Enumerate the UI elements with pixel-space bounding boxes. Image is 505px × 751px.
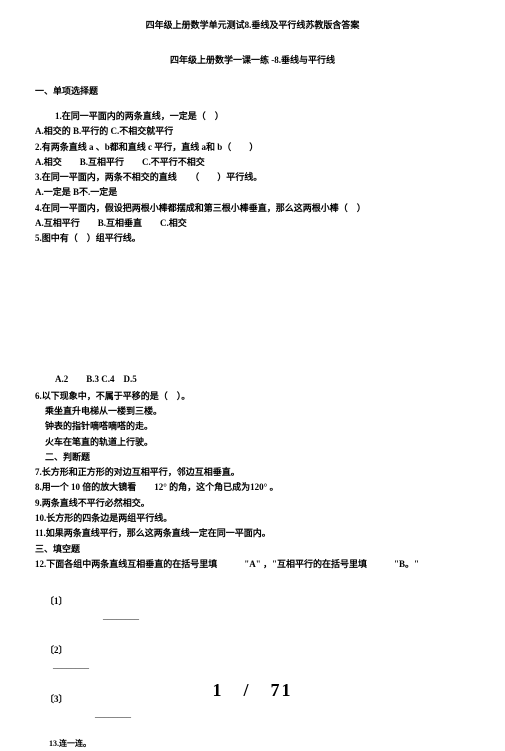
section-heading-3: 三、填空题 bbox=[35, 542, 470, 557]
sub-item-3-blank: ________ bbox=[95, 709, 131, 719]
question-11: 11.如果两条直线平行，那么这两条直线一定在同一平面内。 bbox=[35, 526, 470, 541]
question-6-opt-a: 乘坐直升电梯从一楼到三楼。 bbox=[45, 404, 470, 419]
question-3-line1: 3.在同一平面内，两条不相交的直线 （ ）平行线。 bbox=[35, 170, 470, 185]
question-1-line1: 1.在同一平面内的两条直线，一定是（ ） bbox=[55, 109, 470, 124]
page-number: 1 / 71 bbox=[0, 676, 505, 702]
question-8: 8.用一个 10 倍的放大镜看 12° 的角，这个角已成为120° 。 bbox=[35, 480, 470, 495]
question-6-opt-b: 钟表的指针嘀嗒嘀嗒的走。 bbox=[45, 419, 470, 434]
question-6-opt-c: 火车在笔直的轨道上行驶。 bbox=[45, 435, 470, 450]
question-9: 9.两条直线不平行必然相交。 bbox=[35, 496, 470, 511]
question-12: 12.下面各组中两条直线互相垂直的在括号里填 "A" ，"互相平行的在括号里填 … bbox=[35, 557, 470, 572]
question-7: 7.长方形和正方形的对边互相平行，邻边互相垂直。 bbox=[35, 465, 470, 480]
question-2-line2: A.相交 B.互相平行 C.不平行不相交 bbox=[35, 155, 470, 170]
question-6: 6.以下现象中，不属于平移的是（ ）。 bbox=[35, 389, 470, 404]
question-5-line1: 5.图中有（ ）组平行线。 bbox=[35, 231, 470, 246]
page-header: 四年级上册数学单元测试8.垂线及平行线苏教版含答案 bbox=[35, 18, 470, 31]
section-heading-1: 一、单项选择题 bbox=[35, 84, 470, 97]
question-4-line1: 4.在同一平面内，假设把两根小棒都摆成和第三根小棒垂直，那么这两根小棒（ ） bbox=[35, 201, 470, 216]
document-title: 四年级上册数学一课一练 -8.垂线与平行线 bbox=[35, 53, 470, 66]
section-heading-2: 二、判断题 bbox=[45, 450, 470, 465]
sub-item-2: 〔2〕 bbox=[45, 643, 470, 656]
question-block: 1.在同一平面内的两条直线，一定是（ ） A.相交的 B.平行的 C.不相交就平… bbox=[35, 109, 470, 247]
question-10: 10.长方形的四条边是两组平行线。 bbox=[35, 511, 470, 526]
sub-item-2-blank: ________ bbox=[53, 660, 470, 670]
question-2-line1: 2.有两条直线 a 、b都和直线 c 平行，直线 a和 b（ ） bbox=[35, 140, 470, 155]
document-page: 四年级上册数学单元测试8.垂线及平行线苏教版含答案 四年级上册数学一课一练 -8… bbox=[0, 0, 505, 751]
question-4-line2: A.互相平行 B.互相垂直 C.相交 bbox=[35, 216, 470, 231]
sub-item-1-blank: ________ bbox=[53, 611, 470, 621]
sub-item-1: 〔1〕 bbox=[45, 594, 470, 607]
question-13: 13.连一连。 bbox=[49, 737, 470, 751]
question-3-line2: A.一定是 B不.一定是 bbox=[35, 185, 470, 200]
question-1-line2: A.相交的 B.平行的 C.不相交就平行 bbox=[35, 124, 470, 139]
question-5-options: A.2 B.3 C.4 D.5 bbox=[55, 372, 470, 385]
